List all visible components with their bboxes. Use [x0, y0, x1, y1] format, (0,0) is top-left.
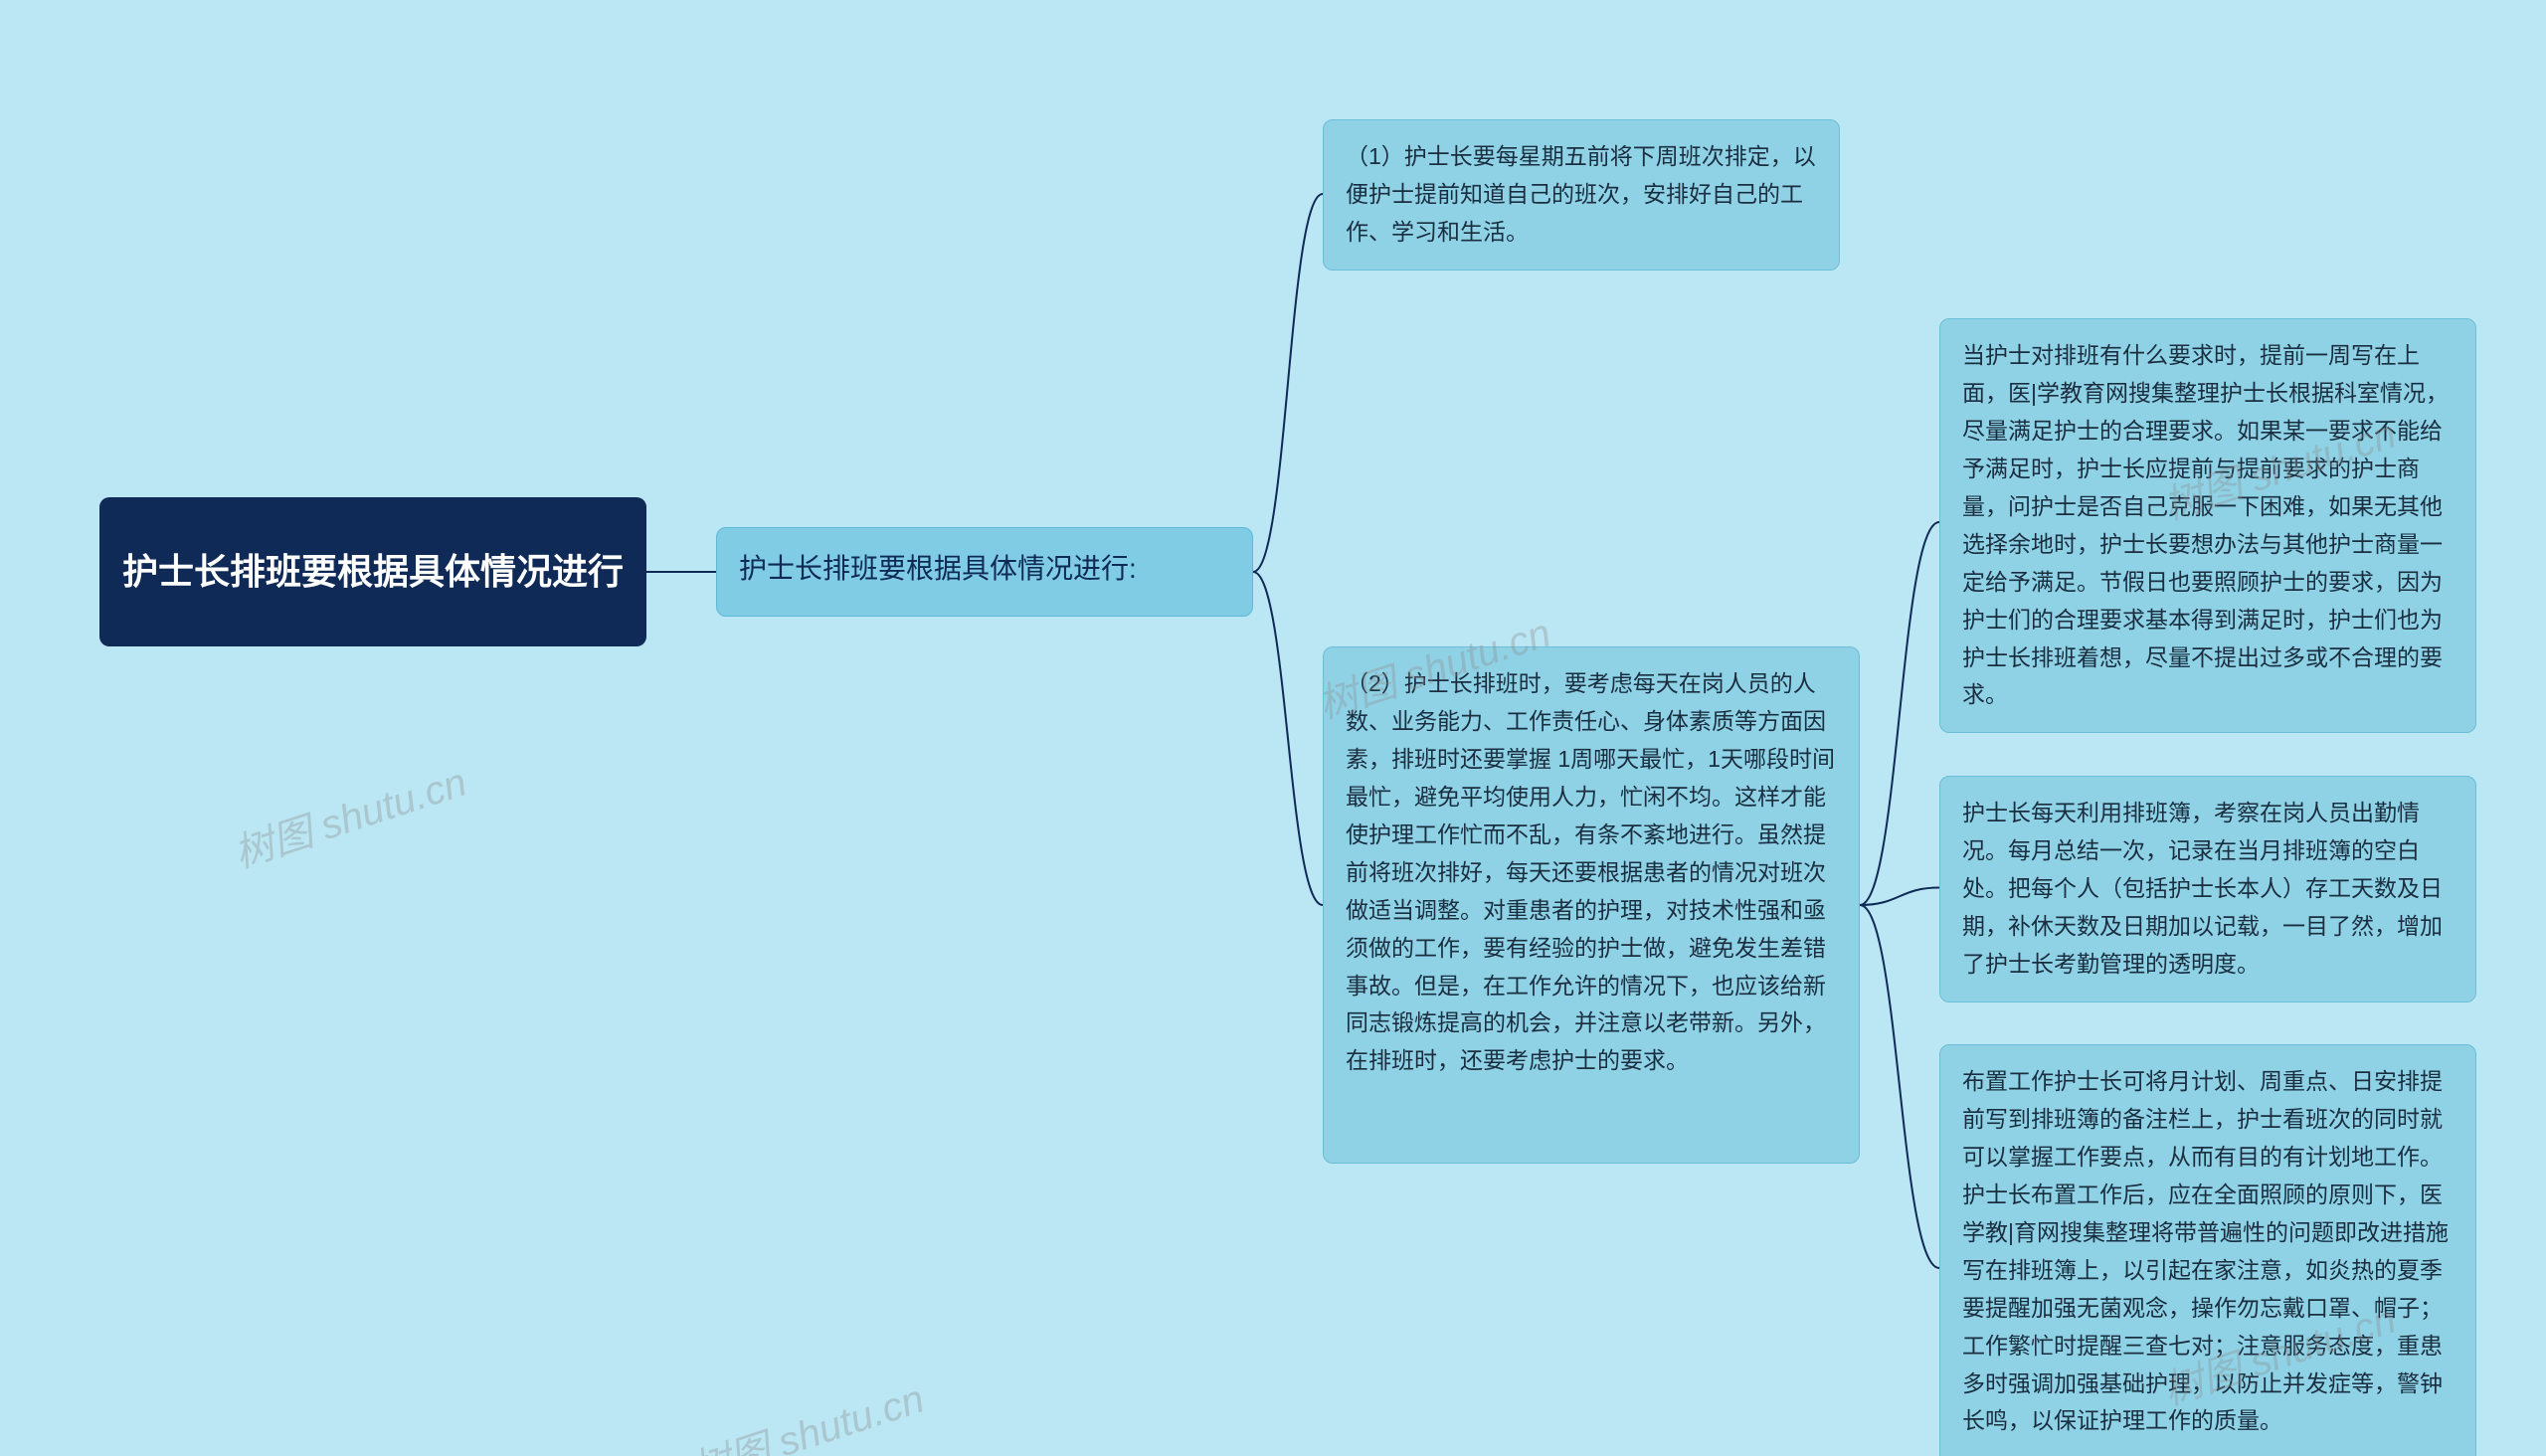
level2-node: 护士长排班要根据具体情况进行:	[716, 527, 1253, 617]
child-node-1: （1）护士长要每星期五前将下周班次排定，以便护士提前知道自己的班次，安排好自己的…	[1323, 119, 1840, 271]
watermark: 树图 shutu.cn	[226, 750, 472, 879]
mindmap-canvas: 护士长排班要根据具体情况进行 护士长排班要根据具体情况进行: （1）护士长要每星…	[0, 0, 2546, 1456]
grandchild-node-1: 当护士对排班有什么要求时，提前一周写在上面，医|学教育网搜集整理护士长根据科室情…	[1939, 318, 2476, 733]
watermark: 树图 shutu.cn	[683, 1366, 930, 1456]
grandchild-node-3: 布置工作护士长可将月计划、周重点、日安排提前写到排班簿的备注栏上，护士看班次的同…	[1939, 1044, 2476, 1456]
grandchild-node-2: 护士长每天利用排班簿，考察在岗人员出勤情况。每月总结一次，记录在当月排班簿的空白…	[1939, 776, 2476, 1002]
child-node-2: （2）护士长排班时，要考虑每天在岗人员的人数、业务能力、工作责任心、身体素质等方…	[1323, 646, 1860, 1164]
root-node: 护士长排班要根据具体情况进行	[99, 497, 646, 646]
